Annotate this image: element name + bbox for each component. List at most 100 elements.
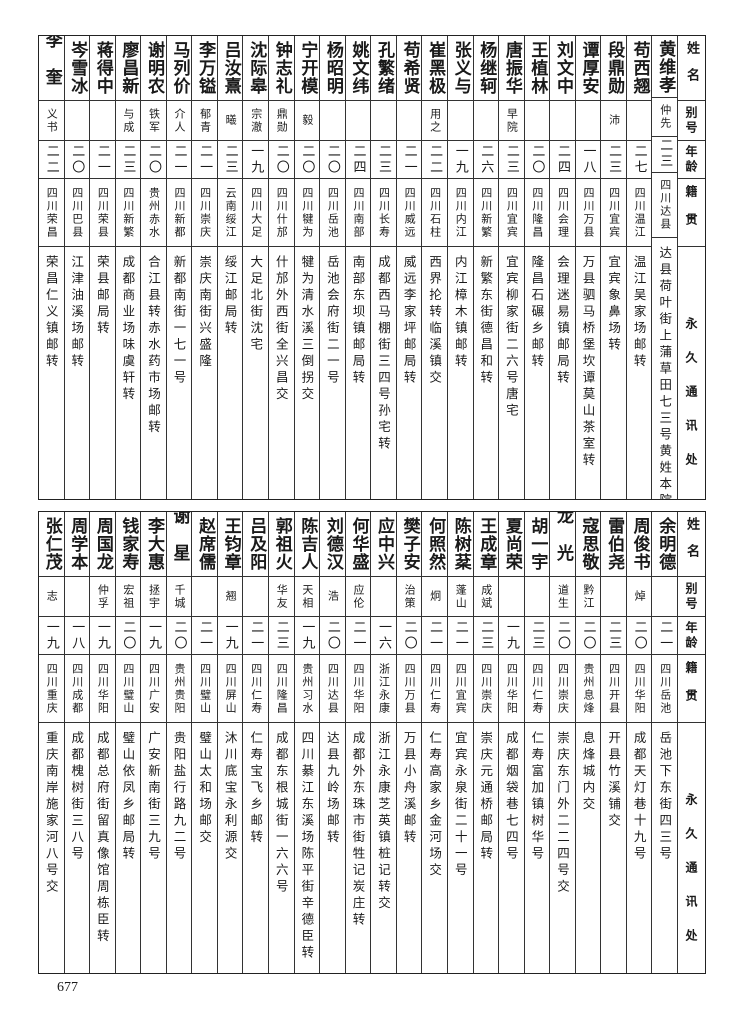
age-cell: 二三 — [473, 617, 499, 655]
alias: 翘 — [224, 590, 238, 603]
age-cell: 二四 — [345, 141, 371, 179]
alias: 成斌 — [479, 583, 493, 610]
age: 一八 — [69, 619, 85, 652]
header-cell: 籍贯 — [678, 179, 705, 247]
alias-cell: 仲先 — [652, 98, 677, 137]
person-record: 蒋得中 二一 四川荣县 荣县邮局转 — [89, 36, 115, 499]
address-cell: 贵阳盐行路九二号 — [167, 723, 192, 973]
person-record: 王植林 二〇 四川隆昌 隆昌石碾乡邮转 — [523, 36, 550, 499]
native-place: 四川崇庆 — [479, 662, 493, 715]
name: 岑雪冰 — [67, 41, 88, 95]
person-record: 夏尚荣 一九 四川华阳 成都烟袋巷七四号 — [498, 512, 524, 973]
native-place: 四川石柱 — [428, 186, 442, 239]
age-cell: 二三 — [269, 617, 294, 655]
alias: 宏祖 — [121, 583, 135, 610]
header-label-age: 年龄 — [684, 144, 698, 175]
name-cell: 周国龙 — [90, 512, 115, 577]
age-cell: 一九 — [141, 617, 166, 655]
age-cell: 一九 — [38, 617, 64, 655]
age: 二三 — [273, 619, 289, 652]
alias: 华友 — [275, 583, 289, 610]
alias: 毅 — [300, 114, 314, 127]
alias: 义书 — [45, 107, 59, 134]
native-place-cell: 四川华阳 — [345, 655, 371, 723]
alias: 鼎勋 — [275, 107, 289, 134]
native-place: 四川岳池 — [658, 662, 672, 715]
person-record: 寇思敬 黔江 二〇 贵州息烽 息烽城内交 — [574, 512, 601, 973]
name: 李大惠 — [143, 517, 164, 571]
name: 王成章 — [476, 517, 497, 571]
alias-cell: 蓬山 — [447, 577, 473, 617]
alias-cell — [652, 577, 677, 617]
age-cell: 二三 — [115, 141, 141, 179]
alias: 铁军 — [147, 107, 161, 134]
alias: 沛 — [607, 114, 621, 127]
name: 刘文中 — [552, 41, 573, 95]
native-place: 贵州赤水 — [147, 186, 161, 239]
alias: 浩 — [326, 590, 340, 603]
name: 廖昌新 — [118, 41, 139, 95]
header-label-alias: 别号 — [684, 581, 698, 612]
native-place-cell: 四川岳池 — [320, 179, 345, 247]
native-place-cell: 四川崇庆 — [192, 179, 217, 247]
roster-table-bottom: 姓名 别号 年龄 籍贯 永久通讯处 余明德 二一 四川岳池 岳池下东街四三号 周俊书焯二〇 四川华阳… — [38, 511, 706, 974]
alias-cell: 介人 — [166, 101, 192, 141]
age: 二一 — [427, 619, 443, 652]
age-cell: 一九 — [90, 617, 115, 655]
name-cell: 李万镒 — [192, 36, 217, 101]
age: 二一 — [657, 619, 673, 652]
address-cell: 南部东坝镇邮局转 — [346, 247, 371, 499]
name-cell: 姚文纬 — [345, 36, 371, 101]
alias: 宗澈 — [249, 107, 263, 134]
person-record: 应中兴 一六 浙江永康 浙江永康芝英镇桩记转交 — [370, 512, 396, 973]
alias: 治策 — [403, 583, 417, 610]
native-place: 四川达县 — [658, 179, 672, 232]
person-record: 沈际皋 宗澈 一九 四川大足 大足北街沈宅 — [242, 36, 268, 499]
address-cell: 宜宾象鼻场转 — [601, 247, 626, 499]
name-cell: 谢星 — [166, 512, 192, 577]
native-place-cell: 四川达县 — [320, 655, 345, 723]
address-cell: 成都槐树街三八号 — [65, 723, 90, 973]
native-place-cell: 四川华阳 — [90, 655, 115, 723]
address-cell: 息烽城内交 — [576, 723, 601, 973]
alias-cell — [626, 101, 652, 141]
name: 寇思敬 — [578, 517, 599, 571]
age-cell: 二三 — [371, 141, 396, 179]
name-cell: 雷伯尧 — [601, 512, 626, 577]
person-record: 崔黑极 用之 二二 四川石柱 西界抡转临溪镇交 — [421, 36, 447, 499]
alias-cell: 拯宇 — [141, 577, 166, 617]
alias-cell: 仲孚 — [90, 577, 115, 617]
alias: 拯宇 — [147, 583, 161, 610]
name: 周俊书 — [629, 517, 650, 571]
address-cell: 开县竹溪铺交 — [601, 723, 626, 973]
address: 达县荷叶街上蒲草田七三号黄姓本院 — [657, 246, 673, 499]
person-record: 宁开模毅二〇 四川犍为 犍为清水溪三倒拐交 — [293, 36, 320, 499]
age: 二〇 — [69, 143, 85, 176]
alias: 志 — [45, 590, 59, 603]
age-cell: 二二 — [38, 141, 64, 179]
header-cell: 年龄 — [678, 141, 705, 179]
address: 荣县邮局转 — [94, 255, 110, 338]
address: 新繁东街德昌和转 — [478, 255, 494, 387]
native-place: 四川宜宾 — [454, 662, 468, 715]
name: 余明德 — [655, 517, 676, 571]
address: 成都槐树街三八号 — [69, 731, 85, 863]
alias-cell: 宗澈 — [243, 101, 268, 141]
age-cell: 二一 — [447, 617, 473, 655]
age: 二六 — [478, 143, 494, 176]
address: 西界抡转临溪镇交 — [427, 255, 443, 387]
address: 息烽城内交 — [580, 731, 596, 814]
native-place-cell: 浙江永康 — [371, 655, 396, 723]
name-cell: 杨继轲 — [473, 36, 499, 101]
name: 吕汝熹 — [220, 41, 241, 95]
address-cell: 江津油溪场邮转 — [65, 247, 90, 499]
age-cell: 二三 — [499, 141, 524, 179]
address-cell: 沐川底宝永利源交 — [218, 723, 243, 973]
age-cell: 二〇 — [64, 141, 90, 179]
person-record: 王成章 成斌 二三 四川崇庆 崇庆元通桥邮局转 — [472, 512, 499, 973]
person-record: 何照然炯二一 四川仁寿 仁寿高家乡金河场交 — [421, 512, 447, 973]
native-place-cell: 四川南部 — [345, 179, 371, 247]
age: 二〇 — [299, 143, 315, 176]
name-cell: 郭祖火 — [269, 512, 294, 577]
alias: 曦 — [224, 114, 238, 127]
